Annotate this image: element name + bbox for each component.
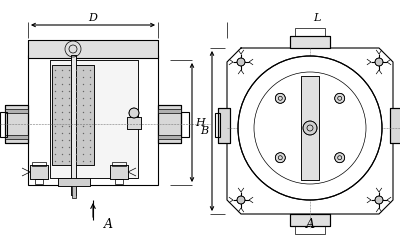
Bar [290, 36, 330, 48]
Bar [28, 55, 158, 185]
Circle shape [129, 108, 139, 118]
Text: H: H [195, 118, 205, 128]
Bar [181, 112, 189, 137]
Bar [32, 162, 46, 166]
Bar [115, 179, 123, 184]
Bar [71, 55, 76, 195]
Bar [50, 60, 138, 178]
Bar [0, 112, 7, 137]
Bar [110, 165, 128, 179]
Circle shape [375, 196, 383, 204]
Bar [390, 108, 400, 143]
Bar [5, 135, 28, 139]
Circle shape [238, 56, 382, 200]
Bar [290, 214, 330, 226]
Bar [301, 76, 319, 180]
Bar [290, 36, 330, 48]
Circle shape [275, 93, 285, 103]
Text: D: D [88, 13, 98, 23]
Bar [158, 109, 181, 113]
Bar [5, 109, 28, 113]
Bar [290, 214, 330, 226]
Bar [295, 226, 325, 234]
Bar [52, 65, 94, 165]
Circle shape [275, 153, 285, 163]
Bar [158, 135, 181, 139]
Bar [5, 105, 28, 143]
Circle shape [335, 153, 345, 163]
Bar [218, 108, 230, 143]
Bar [30, 165, 48, 179]
Bar [295, 28, 325, 36]
Bar [5, 105, 28, 143]
Bar [52, 65, 94, 165]
Bar [218, 108, 230, 143]
Text: B: B [200, 126, 208, 136]
Circle shape [237, 196, 245, 204]
Bar [50, 60, 138, 178]
Circle shape [303, 121, 317, 135]
Bar [215, 113, 220, 137]
Bar [72, 186, 76, 198]
Bar [110, 165, 128, 179]
Bar [127, 117, 141, 129]
Bar [29, 56, 157, 184]
Bar [158, 105, 181, 143]
Bar [35, 179, 43, 184]
Circle shape [335, 93, 345, 103]
Circle shape [237, 58, 245, 66]
Bar [28, 40, 158, 58]
Text: L: L [313, 13, 321, 23]
Circle shape [375, 58, 383, 66]
Bar [301, 76, 319, 180]
Bar [58, 178, 90, 186]
Bar [127, 117, 141, 129]
Polygon shape [227, 48, 393, 214]
Bar [71, 55, 76, 195]
Bar [158, 105, 181, 143]
Bar [390, 108, 400, 143]
Bar [112, 162, 126, 166]
Bar [30, 165, 48, 179]
Bar [58, 178, 90, 186]
Bar [28, 40, 158, 58]
Text: A: A [104, 217, 112, 231]
Text: A: A [306, 217, 314, 231]
